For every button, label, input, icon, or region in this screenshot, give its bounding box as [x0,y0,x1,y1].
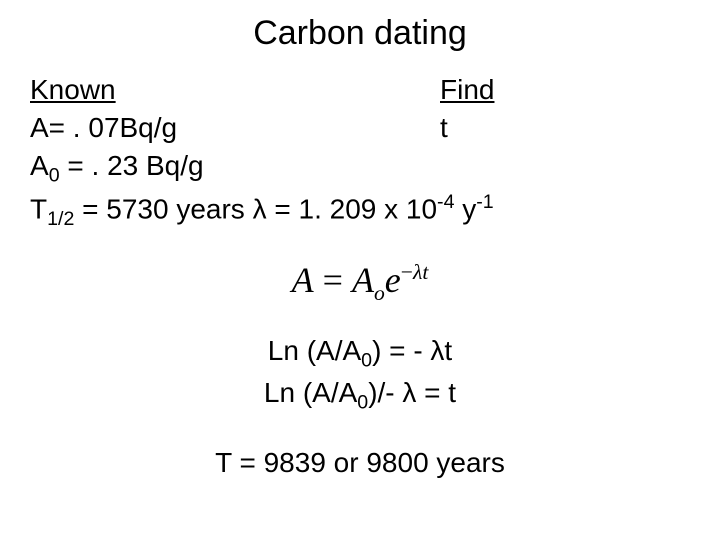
page-title: Carbon dating [30,14,690,53]
ln-1a: Ln (A/A [268,335,361,366]
T-sub: 1/2 [47,208,74,230]
formula-section: A = Aoe−λt Ln (A/A0) = - λt Ln (A/A0)/- … [30,256,690,482]
row-halflife: T1/2 = 5730 years λ = 1. 209 x 10-4 y-1 [30,189,690,232]
formula-e: e [385,260,401,300]
row-activity: A= . 07Bq/g t [30,109,690,147]
ln-2a: Ln (A/A [264,377,357,408]
A0-value: = . 23 Bq/g [60,150,204,181]
A0-symbol: A [30,150,49,181]
ln-2-sub: 0 [357,392,368,414]
known-header: Known [30,71,440,109]
row-A0: A0 = . 23 Bq/g [30,147,690,189]
formula-eq: = [314,260,352,300]
formula-exp: −λt [401,260,429,284]
exp-neg: − [401,260,413,284]
find-t: t [440,109,690,147]
derived-line1: Ln (A/A0) = - λt [30,332,690,374]
derived-block: Ln (A/A0) = - λt Ln (A/A0)/- λ = t [30,332,690,416]
A0-sub: 0 [49,164,60,186]
ln-1-sub: 0 [361,350,372,372]
exp-neg4: -4 [437,191,454,213]
ln-2b: )/- λ = t [368,377,456,408]
answer-line: T = 9839 or 9800 years [30,444,690,482]
derived-line2: Ln (A/A0)/- λ = t [30,374,690,416]
formula-Ao-sub: o [374,281,385,305]
T-symbol: T [30,193,47,224]
exp-lambda: λ [413,260,422,284]
formula-Ao-A: A [352,260,374,300]
known-A: A= . 07Bq/g [30,109,440,147]
content-block: Known Find A= . 07Bq/g t A0 = . 23 Bq/g … [30,71,690,482]
formula-main: A = Aoe−λt [292,260,429,300]
exp-t: t [422,260,428,284]
slide-container: Carbon dating Known Find A= . 07Bq/g t A… [0,0,720,494]
unit-y: y [454,193,476,224]
header-row: Known Find [30,71,690,109]
find-header: Find [440,71,690,109]
ln-1b: ) = - λt [372,335,452,366]
halflife-value: = 5730 years λ = 1. 209 x 10 [74,193,437,224]
formula-A-lhs: A [292,260,314,300]
exp-neg1: -1 [476,191,493,213]
